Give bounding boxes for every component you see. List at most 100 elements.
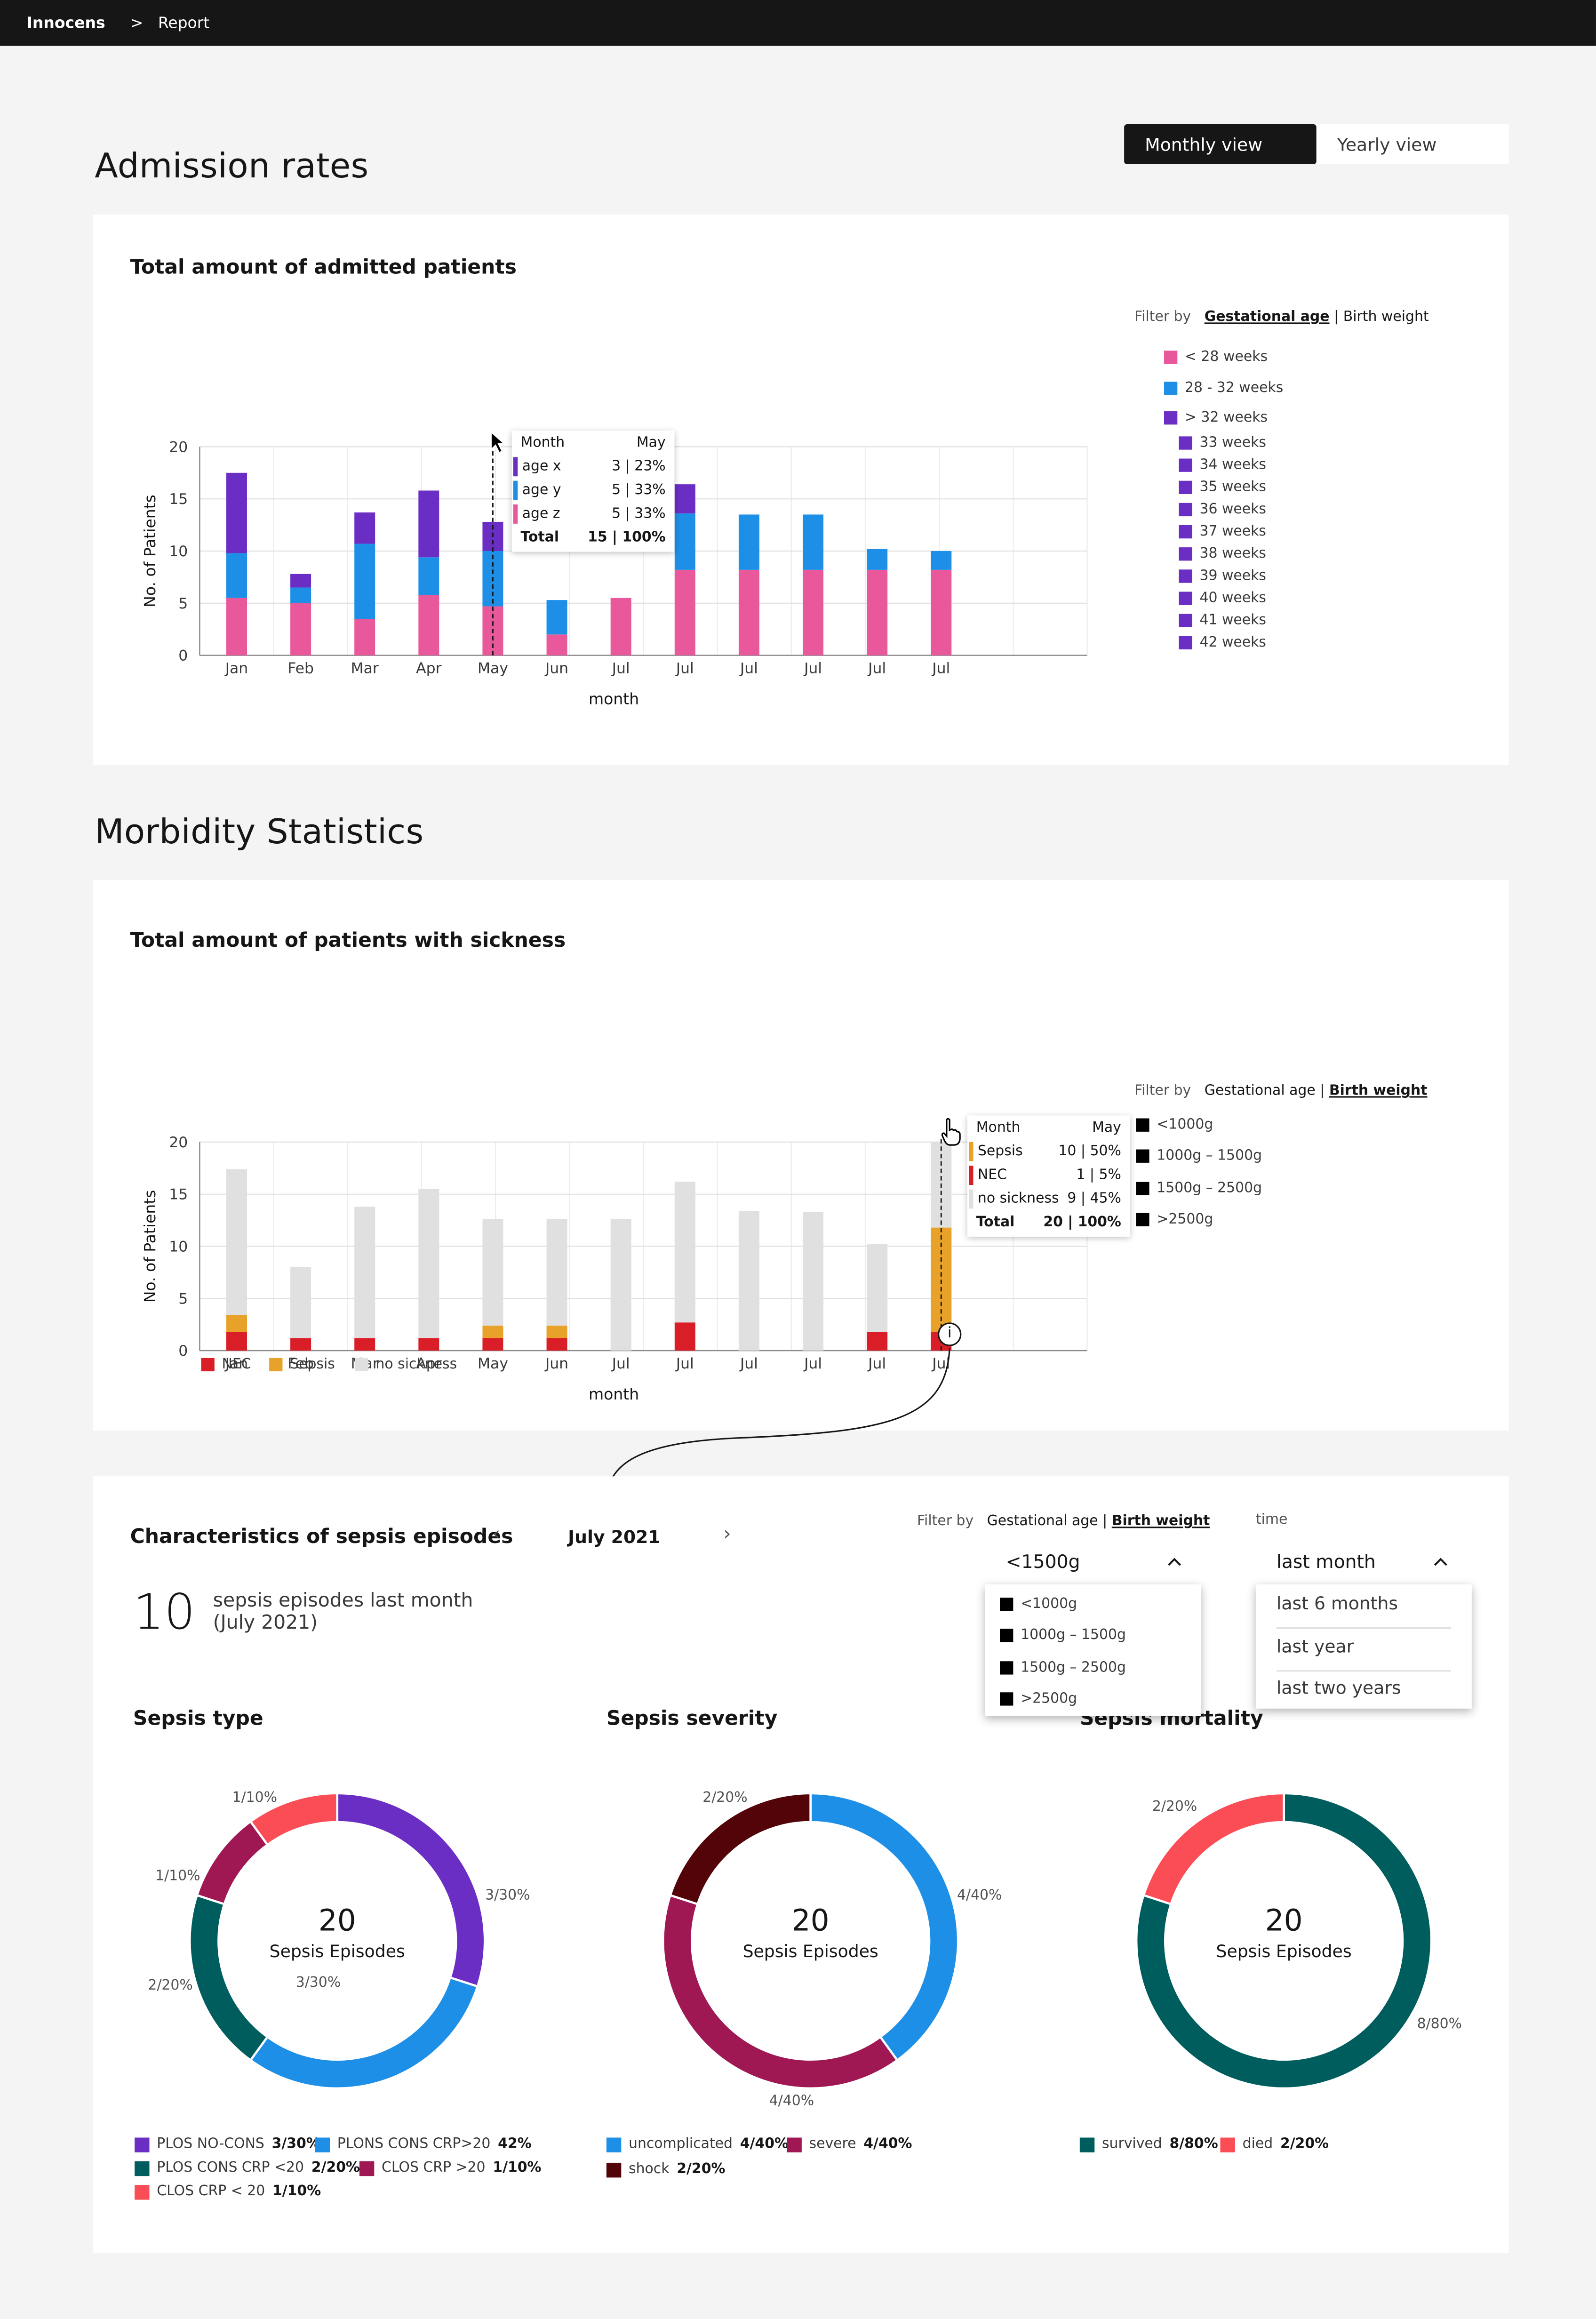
donut-legend-item[interactable]: uncomplicated 4/40%: [606, 2136, 789, 2152]
donut-legend-item[interactable]: died 2/20%: [1220, 2136, 1329, 2152]
morbidity-bar-segment[interactable]: [738, 1211, 759, 1351]
admission-bar-segment[interactable]: [290, 587, 311, 603]
morbidity-legend-item[interactable]: 1500g – 2500g: [1136, 1180, 1262, 1196]
filter-gestational-age[interactable]: Gestational age: [1204, 309, 1330, 326]
admission-bar-segment[interactable]: [354, 512, 375, 544]
breadcrumb-current[interactable]: Report: [158, 14, 210, 32]
morbidity-bar-segment[interactable]: [418, 1189, 439, 1338]
admission-sub-legend-item[interactable]: 36 weeks: [1179, 502, 1266, 518]
admission-bar-segment[interactable]: [418, 557, 439, 595]
admission-sub-legend-item[interactable]: 35 weeks: [1179, 480, 1266, 496]
admission-legend-item[interactable]: 28 - 32 weeks: [1164, 379, 1283, 396]
morbidity-bar-segment[interactable]: [226, 1169, 247, 1315]
morbidity-bar-segment[interactable]: [354, 1338, 375, 1351]
morbidity-bar-segment[interactable]: [418, 1338, 439, 1351]
admission-legend-item[interactable]: > 32 weeks: [1164, 410, 1268, 426]
donut-slice[interactable]: [810, 1794, 957, 2060]
morbidity-bar-segment[interactable]: [610, 1219, 631, 1351]
admission-bar-segment[interactable]: [674, 569, 695, 656]
time-select[interactable]: last month: [1277, 1550, 1454, 1573]
admission-sub-legend-item[interactable]: 40 weeks: [1179, 590, 1266, 607]
admission-bar-segment[interactable]: [738, 514, 759, 570]
previous-period-button[interactable]: ‹: [492, 1523, 501, 1546]
info-icon[interactable]: i: [938, 1322, 962, 1346]
admission-bar-segment[interactable]: [674, 513, 695, 570]
admission-bar-segment[interactable]: [931, 551, 952, 570]
admission-bar-segment[interactable]: [867, 569, 888, 656]
donut-legend-item[interactable]: PLOS NO-CONS 3/30%: [135, 2136, 320, 2152]
filter-birth-weight[interactable]: Birth weight: [1329, 1083, 1428, 1099]
donut-legend-item[interactable]: CLOS CRP >20 1/10%: [359, 2160, 542, 2176]
morbidity-bar-segment[interactable]: [290, 1267, 311, 1338]
admission-bar-segment[interactable]: [867, 549, 888, 570]
donut-legend-item[interactable]: PLONS CONS CRP>20 42%: [315, 2136, 532, 2152]
morbidity-bar-segment[interactable]: [867, 1244, 888, 1332]
admission-bar-segment[interactable]: [803, 569, 824, 656]
donut-slice[interactable]: [251, 1794, 338, 1844]
weight-option[interactable]: 1000g – 1500g: [1000, 1628, 1126, 1644]
donut-slice[interactable]: [664, 1895, 897, 2087]
morbidity-bar-segment[interactable]: [674, 1322, 695, 1351]
admission-bar-segment[interactable]: [418, 490, 439, 558]
admission-bar-segment[interactable]: [226, 598, 247, 656]
morbidity-bar-segment[interactable]: [354, 1207, 375, 1338]
admission-bar-segment[interactable]: [354, 619, 375, 656]
time-option[interactable]: last year: [1276, 1635, 1451, 1671]
donut-slice[interactable]: [191, 1895, 267, 2060]
donut-slice[interactable]: [671, 1794, 811, 1904]
morbidity-bar-segment[interactable]: [482, 1219, 503, 1326]
admission-sub-legend-item[interactable]: 38 weeks: [1179, 546, 1266, 562]
admission-bar-segment[interactable]: [290, 603, 311, 656]
morbidity-bar-segment[interactable]: [546, 1219, 567, 1326]
admission-sub-legend-item[interactable]: 33 weeks: [1179, 435, 1266, 451]
admission-bar-segment[interactable]: [546, 634, 567, 656]
admission-bar-segment[interactable]: [354, 544, 375, 619]
admission-sub-legend-item[interactable]: 41 weeks: [1179, 612, 1266, 629]
filter-birth-weight[interactable]: Birth weight: [1343, 309, 1429, 326]
morbidity-bar-segment[interactable]: [226, 1332, 247, 1351]
morbidity-legend-item[interactable]: <1000g: [1136, 1117, 1213, 1133]
morbidity-legend-item[interactable]: >2500g: [1136, 1211, 1213, 1228]
admission-bar-segment[interactable]: [674, 484, 695, 514]
admission-bar-segment[interactable]: [290, 574, 311, 588]
admission-bar-segment[interactable]: [803, 514, 824, 570]
admission-bar-segment[interactable]: [226, 553, 247, 598]
morbidity-bar-segment[interactable]: [482, 1325, 503, 1338]
morbidity-bar-segment[interactable]: [867, 1332, 888, 1351]
donut-legend-item[interactable]: shock 2/20%: [606, 2161, 725, 2177]
morbidity-bar-segment[interactable]: [482, 1338, 503, 1351]
weight-option[interactable]: <1000g: [1000, 1596, 1077, 1613]
morbidity-series-legend-item[interactable]: NEC: [201, 1357, 251, 1373]
monthly-view-button[interactable]: Monthly view: [1124, 124, 1317, 164]
donut-slice[interactable]: [1137, 1794, 1430, 2087]
donut-legend-item[interactable]: severe 4/40%: [787, 2136, 912, 2152]
morbidity-bar-segment[interactable]: [674, 1182, 695, 1323]
donut-slice[interactable]: [337, 1794, 484, 1986]
morbidity-bar-segment[interactable]: [546, 1338, 567, 1351]
admission-sub-legend-item[interactable]: 34 weeks: [1179, 457, 1266, 473]
admission-bar-segment[interactable]: [931, 569, 952, 656]
admission-legend-item[interactable]: < 28 weeks: [1164, 349, 1268, 365]
morbidity-series-legend-item[interactable]: no sickness: [355, 1357, 457, 1373]
weight-select[interactable]: <1500g: [1006, 1550, 1194, 1573]
weight-option[interactable]: 1500g – 2500g: [1000, 1659, 1126, 1675]
weight-option[interactable]: >2500g: [1000, 1691, 1077, 1707]
morbidity-bar-segment[interactable]: [226, 1315, 247, 1332]
morbidity-legend-item[interactable]: 1000g – 1500g: [1136, 1148, 1262, 1165]
admission-bar-segment[interactable]: [738, 569, 759, 656]
admission-bar-segment[interactable]: [226, 472, 247, 553]
donut-slice[interactable]: [251, 1977, 477, 2087]
admission-sub-legend-item[interactable]: 42 weeks: [1179, 635, 1266, 651]
admission-bar-segment[interactable]: [610, 598, 631, 656]
brand-link[interactable]: Innocens: [26, 14, 105, 32]
time-option[interactable]: last 6 months: [1276, 1593, 1451, 1629]
donut-legend-item[interactable]: PLOS CONS CRP <20 2/20%: [135, 2160, 360, 2176]
morbidity-bar-segment[interactable]: [546, 1325, 567, 1338]
filter-gestational-age[interactable]: Gestational age: [987, 1513, 1098, 1530]
admission-bar-segment[interactable]: [418, 595, 439, 656]
admission-sub-legend-item[interactable]: 39 weeks: [1179, 568, 1266, 584]
admission-sub-legend-item[interactable]: 37 weeks: [1179, 524, 1266, 540]
donut-legend-item[interactable]: survived 8/80%: [1079, 2136, 1218, 2152]
donut-legend-item[interactable]: CLOS CRP < 20 1/10%: [135, 2183, 321, 2200]
time-option[interactable]: last two years: [1277, 1678, 1451, 1713]
